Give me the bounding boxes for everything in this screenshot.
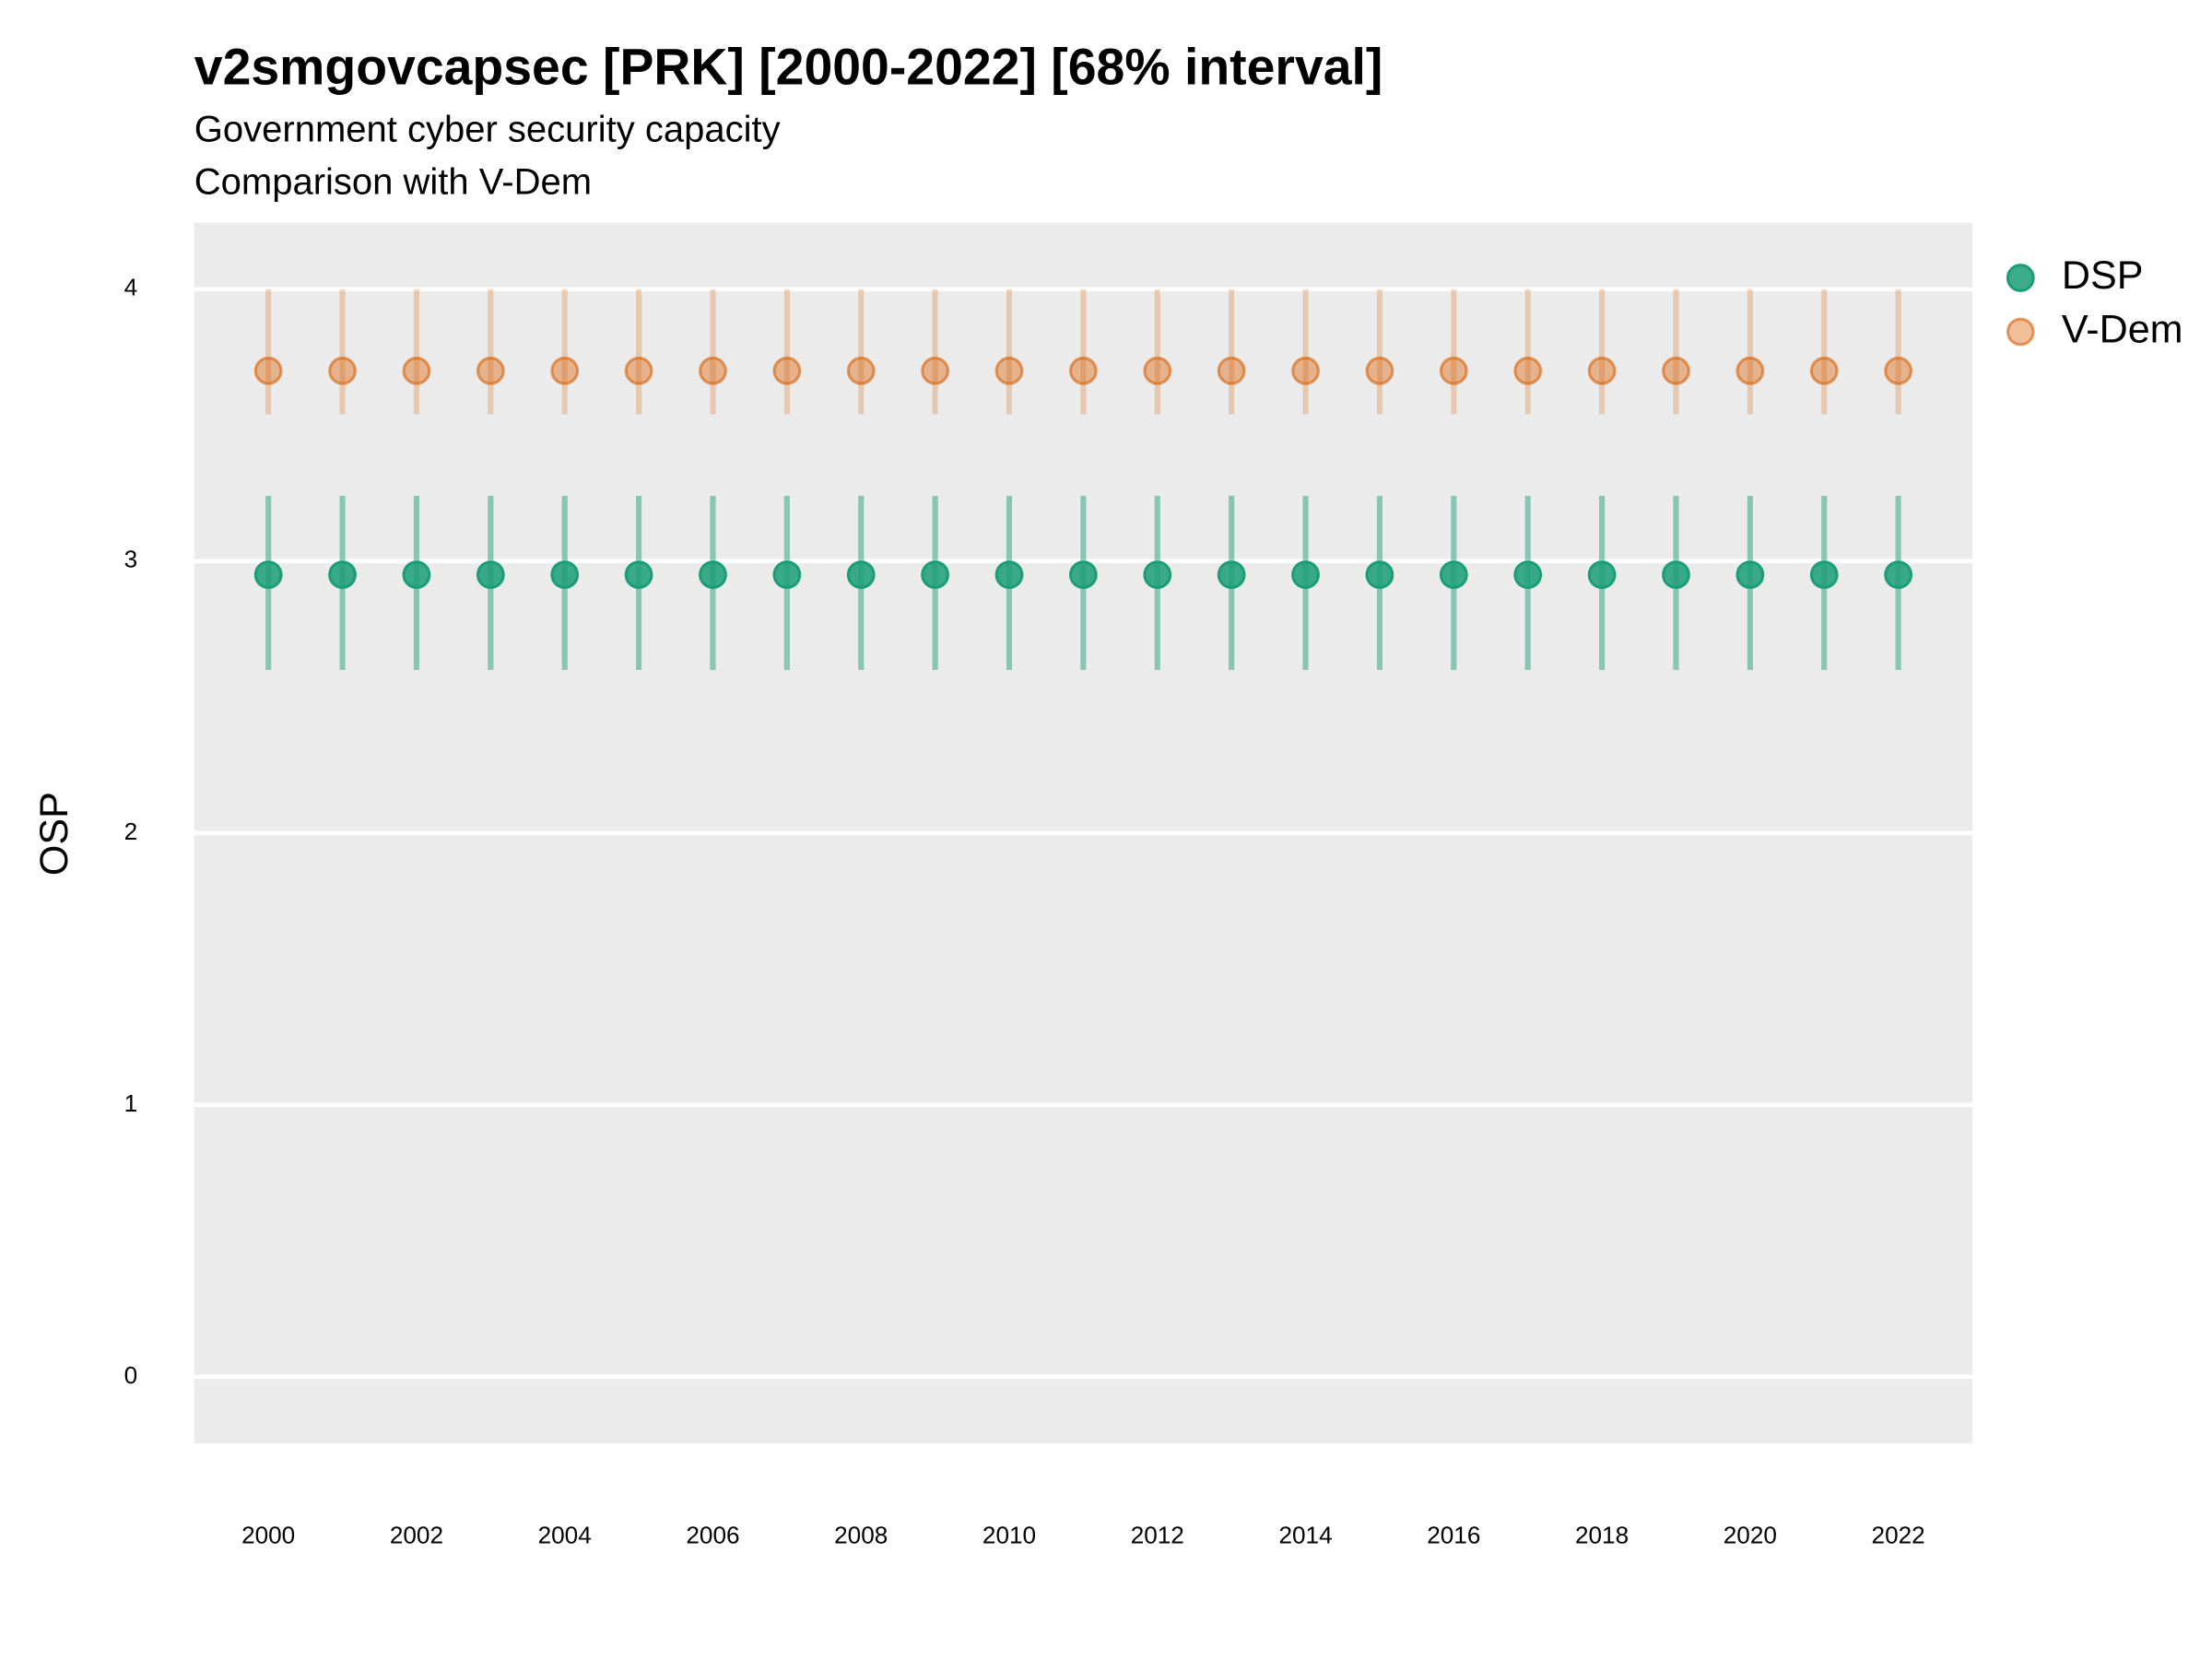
- data-point: [476, 356, 505, 385]
- data-point: [921, 560, 949, 589]
- data-point: [1662, 560, 1690, 589]
- data-point: [1884, 560, 1912, 589]
- legend-marker: [2006, 317, 2035, 347]
- data-point: [994, 356, 1024, 385]
- data-point: [402, 560, 431, 589]
- data-point: [1587, 356, 1617, 385]
- data-point: [994, 560, 1024, 589]
- data-point: [1439, 560, 1468, 589]
- x-tick-label: 2018: [1575, 1522, 1629, 1549]
- y-tick-label: 4: [124, 274, 138, 301]
- chart-subtitle: Government cyber security capacity: [194, 110, 781, 150]
- data-point: [1587, 560, 1617, 589]
- data-point: [846, 356, 876, 385]
- y-tick-label: 3: [124, 546, 138, 573]
- data-point: [772, 560, 802, 589]
- data-point: [253, 356, 283, 385]
- x-tick-label: 2008: [834, 1522, 888, 1549]
- data-point: [1291, 356, 1320, 385]
- y-axis-label: OSP: [32, 792, 76, 876]
- legend-label: DSP: [2062, 253, 2144, 298]
- data-point: [1365, 560, 1394, 589]
- data-point: [328, 356, 357, 385]
- data-point: [624, 356, 653, 385]
- data-point: [1809, 356, 1839, 385]
- legend-marker: [2006, 264, 2035, 292]
- data-point: [1884, 356, 1912, 385]
- x-tick-label: 2010: [982, 1522, 1036, 1549]
- chart-title: v2smgovcapsec [PRK] [2000-2022] [68% int…: [194, 39, 1383, 96]
- data-point: [772, 356, 802, 385]
- data-point: [1143, 560, 1172, 589]
- data-point: [1662, 356, 1690, 385]
- y-tick-label: 1: [124, 1089, 138, 1117]
- data-point: [1439, 356, 1468, 385]
- x-tick-label: 2006: [686, 1522, 739, 1549]
- data-point: [1809, 560, 1839, 589]
- data-point: [253, 560, 283, 589]
- chart-caption: Comparison with V-Dem: [194, 162, 592, 203]
- data-point: [402, 356, 431, 385]
- data-point: [1735, 560, 1765, 589]
- data-point: [1217, 356, 1246, 385]
- data-point: [846, 560, 876, 589]
- data-point: [1069, 560, 1098, 589]
- data-point: [476, 560, 505, 589]
- y-tick-label: 0: [124, 1361, 138, 1389]
- data-point: [1143, 356, 1172, 385]
- data-point: [550, 560, 580, 589]
- x-tick-label: 2022: [1872, 1522, 1925, 1549]
- x-tick-label: 2020: [1724, 1522, 1777, 1549]
- x-tick-label: 2002: [390, 1522, 443, 1549]
- data-point: [1217, 560, 1246, 589]
- data-point: [1513, 560, 1543, 589]
- y-tick-label: 2: [124, 818, 138, 845]
- data-point: [1291, 560, 1320, 589]
- x-tick-label: 2000: [241, 1522, 295, 1549]
- data-point: [699, 560, 727, 589]
- data-point: [699, 356, 727, 385]
- data-point: [1365, 356, 1394, 385]
- legend-label: V-Dem: [2062, 307, 2183, 351]
- x-tick-label: 2016: [1427, 1522, 1480, 1549]
- x-tick-label: 2012: [1131, 1522, 1184, 1549]
- data-point: [624, 560, 653, 589]
- data-point: [921, 356, 949, 385]
- data-point: [328, 560, 357, 589]
- data-point: [1069, 356, 1098, 385]
- data-point: [1513, 356, 1543, 385]
- data-point: [550, 356, 580, 385]
- data-point: [1735, 356, 1765, 385]
- x-tick-label: 2004: [538, 1522, 592, 1549]
- x-tick-label: 2014: [1278, 1522, 1332, 1549]
